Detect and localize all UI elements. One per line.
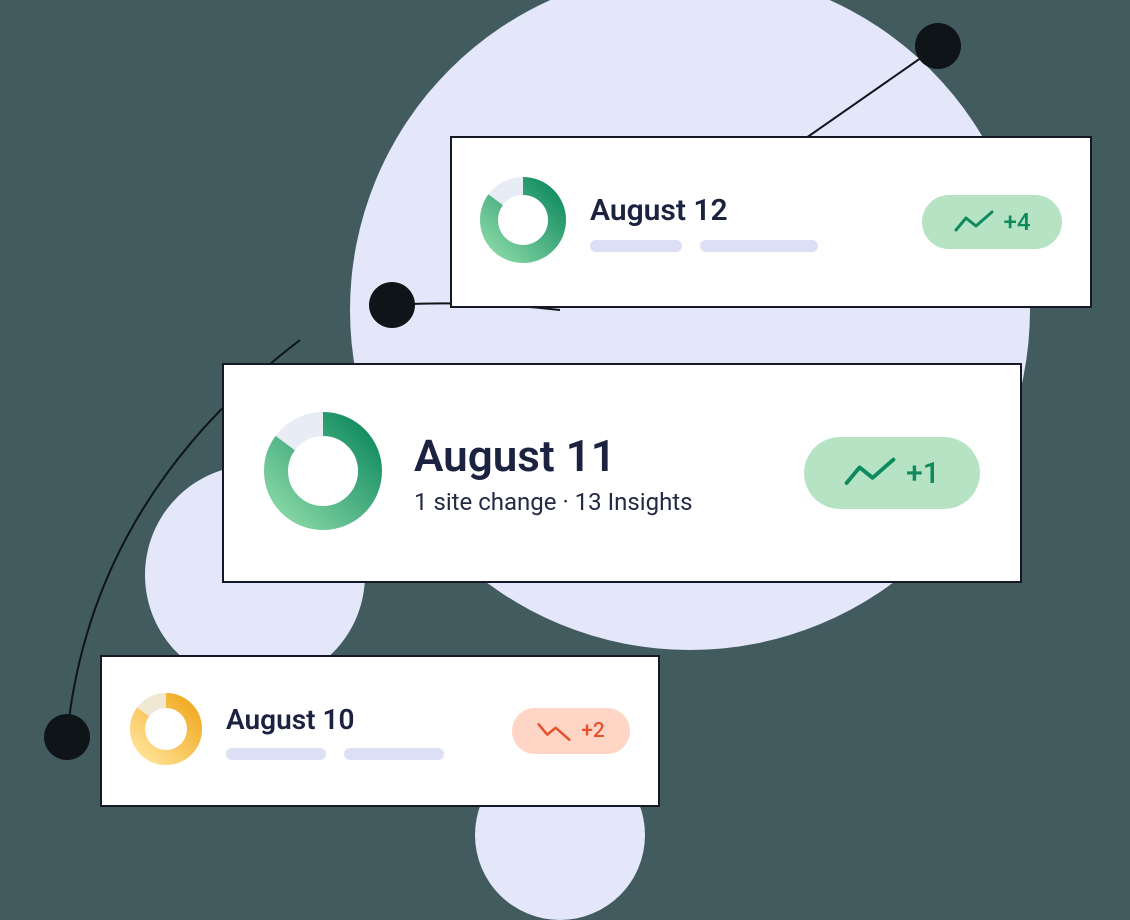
connector-dot [369, 282, 415, 328]
donut-icon [130, 693, 202, 765]
placeholder-row [226, 748, 512, 760]
trend-value: +1 [906, 456, 940, 491]
trend-up-icon [844, 457, 896, 488]
trend-down-icon [537, 721, 571, 741]
trend-value: +2 [581, 719, 605, 743]
card-title: August 12 [590, 193, 922, 228]
card-title: August 10 [226, 703, 512, 736]
trend-badge-up: +1 [804, 437, 980, 509]
donut-icon [480, 177, 566, 263]
progress-donut [264, 412, 382, 534]
progress-donut [130, 693, 202, 769]
insight-card-aug11[interactable]: August 11 1 site change · 13 Insights +1 [222, 363, 1022, 583]
card-body: August 10 [226, 703, 512, 760]
connector-dot [44, 714, 90, 760]
card-body: August 12 [590, 193, 922, 252]
placeholder-bar [590, 240, 682, 252]
card-subtitle: 1 site change · 13 Insights [414, 488, 804, 516]
trend-badge-down: +2 [512, 708, 630, 754]
placeholder-bar [226, 748, 326, 760]
trend-value: +4 [1004, 208, 1031, 236]
connector-dot [915, 23, 961, 69]
placeholder-row [590, 240, 922, 252]
insight-card-aug10[interactable]: August 10 +2 [100, 655, 660, 807]
placeholder-bar [700, 240, 818, 252]
insight-card-aug12[interactable]: August 12 +4 [450, 136, 1092, 308]
trend-badge-up: +4 [922, 195, 1062, 249]
trend-up-icon [954, 210, 994, 234]
card-body: August 11 1 site change · 13 Insights [414, 430, 804, 516]
card-title: August 11 [414, 430, 804, 482]
donut-icon [264, 412, 382, 530]
progress-donut [480, 177, 566, 267]
placeholder-bar [344, 748, 444, 760]
